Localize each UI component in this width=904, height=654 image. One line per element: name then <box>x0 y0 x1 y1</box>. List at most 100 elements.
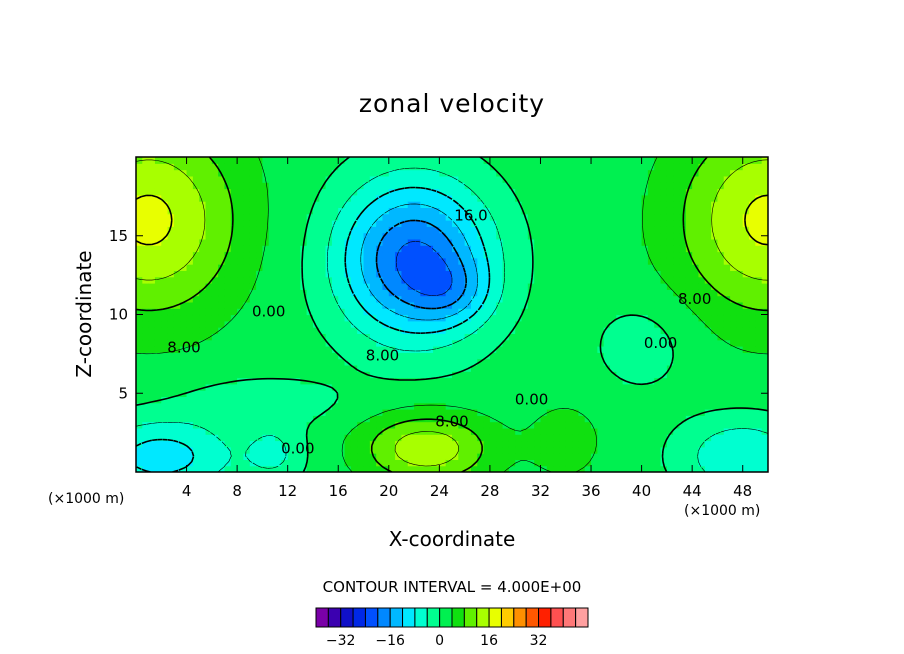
field-cell <box>376 402 384 410</box>
field-cell <box>736 283 744 290</box>
field-cell <box>218 434 226 442</box>
field-cell <box>180 453 188 460</box>
field-cell <box>717 251 725 259</box>
field-cell <box>578 270 586 278</box>
field-cell <box>148 226 156 234</box>
field-cell <box>161 289 169 297</box>
field-cell <box>546 440 554 448</box>
field-cell <box>148 163 156 171</box>
field-cell <box>755 295 763 303</box>
field-cell <box>376 409 384 416</box>
field-cell <box>527 257 535 265</box>
field-cell <box>761 377 768 385</box>
field-cell <box>262 434 270 442</box>
field-cell <box>635 232 643 240</box>
field-cell <box>635 409 643 416</box>
field-cell <box>717 459 725 467</box>
field-cell <box>363 301 371 309</box>
field-cell <box>382 276 390 284</box>
field-cell <box>161 213 169 221</box>
field-cell <box>540 421 548 429</box>
field-cell <box>515 320 523 328</box>
field-cell <box>565 440 573 448</box>
field-cell <box>148 301 156 309</box>
field-cell <box>275 270 282 278</box>
field-cell <box>395 371 403 379</box>
field-cell <box>546 427 554 435</box>
field-cell <box>205 434 213 442</box>
field-cell <box>230 434 238 442</box>
field-cell <box>717 295 725 303</box>
field-cell <box>527 346 535 353</box>
field-cell <box>692 194 700 202</box>
field-cell <box>350 453 358 460</box>
field-cell <box>142 257 150 265</box>
field-cell <box>477 415 485 423</box>
field-cell <box>628 396 636 404</box>
field-cell <box>704 333 712 341</box>
field-cell <box>192 201 200 208</box>
field-cell <box>483 396 491 404</box>
field-cell <box>136 352 143 360</box>
field-cell <box>452 276 459 284</box>
field-cell <box>508 320 516 328</box>
field-cell <box>300 207 308 215</box>
field-cell <box>382 427 390 435</box>
field-cell <box>647 383 655 391</box>
field-cell <box>559 201 567 208</box>
field-cell <box>572 220 579 227</box>
field-cell <box>698 308 706 316</box>
field-cell <box>376 295 384 303</box>
field-cell <box>641 238 649 246</box>
field-cell <box>692 465 700 472</box>
field-cell <box>502 371 510 379</box>
field-cell <box>205 402 213 410</box>
field-cell <box>344 289 352 297</box>
field-cell <box>369 163 377 171</box>
field-cell <box>730 157 737 164</box>
field-cell <box>477 339 485 347</box>
field-cell <box>445 339 453 347</box>
field-cell <box>426 396 434 404</box>
field-cell <box>395 333 403 341</box>
field-cell <box>521 346 529 353</box>
field-cell <box>319 157 327 164</box>
field-cell <box>730 163 737 171</box>
field-cell <box>597 427 605 435</box>
field-cell <box>407 434 415 442</box>
field-cell <box>268 358 276 366</box>
field-cell <box>262 207 270 215</box>
field-cell <box>742 358 750 366</box>
field-cell <box>357 320 365 328</box>
field-cell <box>376 453 384 460</box>
field-cell <box>154 446 162 454</box>
field-cell <box>591 421 598 429</box>
field-cell <box>692 201 700 208</box>
field-cell <box>723 175 731 183</box>
field-cell <box>218 175 226 183</box>
field-cell <box>730 213 737 221</box>
field-cell <box>534 364 542 372</box>
field-cell <box>755 434 763 442</box>
field-cell <box>376 383 384 391</box>
field-cell <box>540 232 548 240</box>
field-cell <box>350 264 358 271</box>
field-cell <box>414 257 421 265</box>
field-cell <box>306 314 314 322</box>
field-cell <box>698 245 706 253</box>
field-cell <box>597 320 605 328</box>
field-cell <box>761 383 768 391</box>
field-cell <box>363 409 371 416</box>
field-cell <box>344 295 352 303</box>
field-cell <box>350 440 358 448</box>
field-cell <box>527 251 535 259</box>
field-cell <box>584 453 592 460</box>
field-cell <box>363 157 371 164</box>
field-cell <box>445 333 453 341</box>
field-cell <box>483 226 491 234</box>
field-cell <box>452 465 459 472</box>
field-cell <box>439 320 447 328</box>
field-cell <box>439 194 447 202</box>
field-cell <box>224 434 232 442</box>
field-cell <box>173 358 181 366</box>
